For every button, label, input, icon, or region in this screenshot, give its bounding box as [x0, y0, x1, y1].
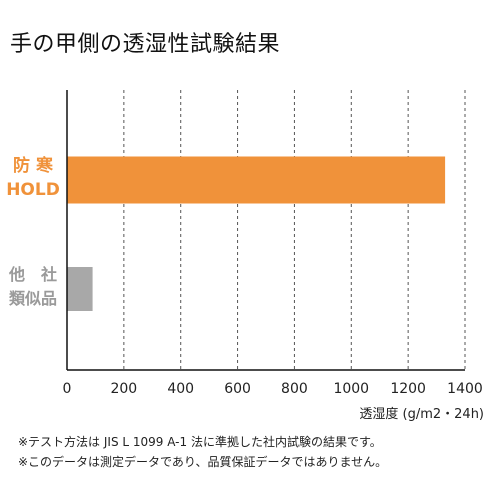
- footnote-disclaimer: ※このデータは測定データであり、品質保証データではありません。: [18, 455, 388, 469]
- bar-0: [67, 156, 446, 204]
- x-tick-label: 1200: [390, 381, 426, 397]
- category-label-hold: 防 寒 HOLD: [2, 154, 64, 202]
- footnotes: ※テスト方法は JIS L 1099 A-1 法に準拠した社内試験の結果です。 …: [18, 432, 387, 472]
- x-tick-label: 600: [224, 381, 251, 397]
- x-axis-label: 透湿度 (g/m2・24h): [359, 407, 484, 422]
- x-tick-label: 800: [281, 381, 308, 397]
- x-tick-label: 400: [167, 381, 194, 397]
- category-label-line: 他 社: [8, 265, 57, 284]
- category-label-line: 類似品: [8, 289, 57, 308]
- x-tick-label: 200: [110, 381, 137, 397]
- category-label-competitor: 他 社 類似品: [2, 263, 64, 311]
- category-label-line: HOLD: [6, 180, 60, 200]
- footnote-test-method: ※テスト方法は JIS L 1099 A-1 法に準拠した社内試験の結果です。: [18, 435, 382, 449]
- x-tick-label: 0: [63, 381, 72, 397]
- category-label-line: 防 寒: [13, 156, 53, 176]
- x-tick-label: 1000: [333, 381, 369, 397]
- x-tick-label: 1400: [447, 381, 483, 397]
- bar-1: [67, 267, 93, 311]
- chart-title: 手の甲側の透湿性試験結果: [10, 32, 281, 57]
